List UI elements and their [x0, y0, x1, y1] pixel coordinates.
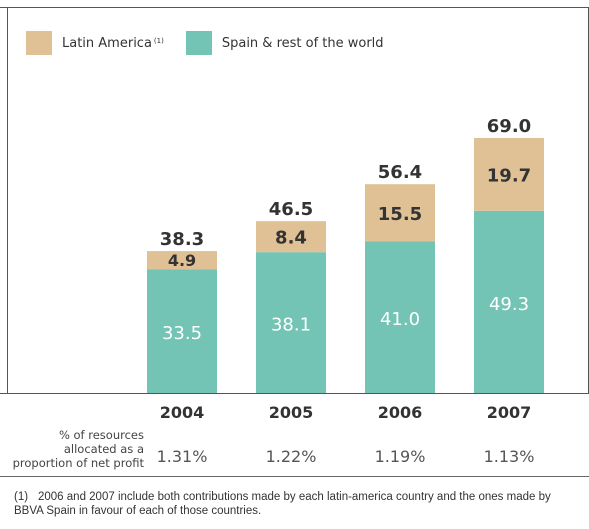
total-label-2006: 56.4 — [378, 162, 422, 183]
legend-item-latin-america: Latin America (1) — [26, 31, 164, 55]
footnote-marker: (1) — [14, 491, 29, 503]
legend-item-spain: Spain & rest of the world — [185, 31, 384, 55]
total-label-2005: 46.5 — [269, 199, 313, 220]
data-label-spain-2005: 38.1 — [271, 315, 311, 336]
percentage-label-2005: 1.22% — [266, 447, 317, 466]
data-label-latin-america-2004: 4.9 — [168, 251, 196, 270]
bar-spain-2007 — [474, 210, 544, 393]
frame-left-line — [7, 7, 8, 393]
data-label-latin-america-2005: 8.4 — [275, 228, 307, 249]
row-label-line-3: proportion of net profit — [13, 456, 145, 470]
bar-spain-2004 — [147, 269, 217, 393]
bar-latin-america-2004 — [147, 251, 217, 270]
row-label-line-1: % of resources — [59, 428, 144, 442]
percentage-label-2004: 1.31% — [157, 447, 208, 466]
percentage-label-2006: 1.19% — [375, 447, 426, 466]
bar-latin-america-2006 — [365, 184, 435, 242]
footnote-text: 2006 and 2007 include both contributions… — [14, 491, 551, 517]
total-label-2004: 38.3 — [160, 229, 204, 250]
legend-label-spain: Spain & rest of the world — [221, 35, 384, 51]
bar-spain-2006 — [365, 241, 435, 393]
legend-label-latin-america: Latin America — [62, 35, 152, 51]
legend-swatch-spain — [185, 31, 212, 55]
total-label-2007: 69.0 — [487, 116, 531, 137]
chart-baseline — [0, 393, 589, 394]
footnote: (1) 2006 and 2007 include both contributi… — [14, 490, 579, 518]
row-label-line-2: allocated as a — [64, 442, 144, 456]
x-tick-label-2004: 2004 — [160, 403, 205, 422]
legend-footnote-marker: (1) — [153, 37, 164, 45]
data-label-latin-america-2006: 15.5 — [378, 204, 422, 225]
x-tick-label-2005: 2005 — [269, 403, 314, 422]
legend-swatch-latin-america — [26, 31, 52, 55]
legend: Latin America (1) Spain & rest of the wo… — [26, 30, 406, 56]
stacked-bar-chart: 33.5 4.938.3 2004 1.31% 38.1 8.4 46.5 2005 1.22%… — [13, 116, 544, 470]
data-label-spain-2007: 49.3 — [489, 294, 529, 315]
footnote-divider — [0, 476, 589, 477]
x-tick-label-2006: 2006 — [378, 403, 423, 422]
data-label-latin-america-2007: 19.7 — [487, 165, 531, 186]
bar-latin-america-2005 — [256, 221, 326, 253]
bar-latin-america-2007 — [474, 138, 544, 211]
data-label-spain-2006: 41.0 — [380, 309, 420, 330]
bar-spain-2005 — [256, 252, 326, 393]
data-label-spain-2004: 33.5 — [162, 323, 202, 344]
x-tick-label-2007: 2007 — [487, 403, 532, 422]
percentage-label-2007: 1.13% — [484, 447, 535, 466]
frame-top-line — [0, 7, 589, 8]
